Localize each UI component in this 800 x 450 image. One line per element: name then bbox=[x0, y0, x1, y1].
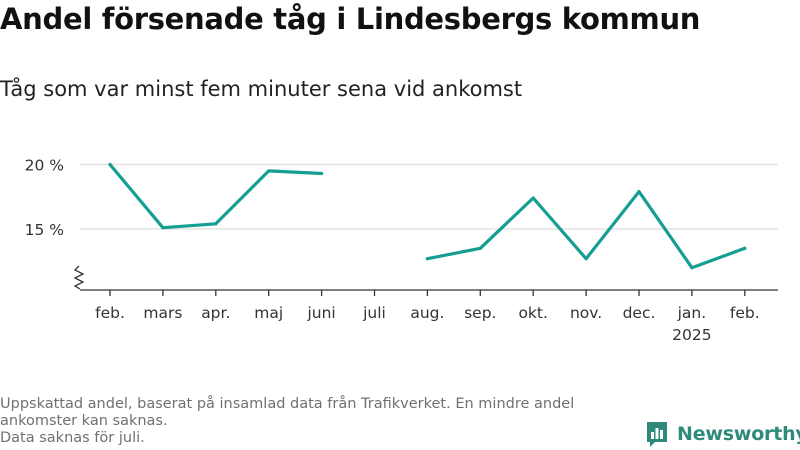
data-point bbox=[743, 246, 747, 250]
x-tick-label: mars bbox=[143, 304, 182, 322]
x-tick-sublabel: 2025 bbox=[672, 326, 711, 344]
x-axis: feb. mars apr. maj juni juli aug. sep. okt. nov. d… bbox=[73, 265, 778, 344]
x-tick-label: juni bbox=[306, 304, 335, 322]
data-point bbox=[320, 171, 324, 176]
y-tick-label: 15 % bbox=[25, 221, 64, 239]
x-tick-label: okt. bbox=[518, 304, 547, 322]
data-point bbox=[161, 226, 165, 230]
brand-name: Newsworthy bbox=[677, 423, 800, 445]
data-point bbox=[531, 196, 535, 200]
data-point bbox=[108, 162, 112, 167]
footer-note-source: Uppskattad andel, baserat på insamlad da… bbox=[0, 396, 575, 429]
data-point bbox=[690, 266, 694, 270]
x-tick-label: apr. bbox=[201, 304, 230, 322]
x-tick-label: feb. bbox=[95, 304, 125, 322]
chart-title: Andel försenade tåg i Lindesbergs kommun bbox=[0, 2, 701, 36]
x-tick-label: nov. bbox=[570, 304, 602, 322]
footer-notes: Uppskattad andel, baserat på insamlad da… bbox=[0, 396, 640, 447]
data-point bbox=[267, 169, 271, 173]
data-point bbox=[637, 189, 641, 194]
x-tick-label: juli bbox=[362, 304, 386, 322]
x-tick-label: dec. bbox=[623, 304, 656, 322]
y-tick-label: 20 % bbox=[25, 157, 64, 175]
grid-layer: 15 % 20 % bbox=[25, 157, 778, 239]
x-tick-label: sep. bbox=[464, 304, 496, 322]
series-line bbox=[108, 162, 324, 230]
y-axis-break-icon bbox=[73, 265, 85, 290]
x-tick-label: feb. bbox=[730, 304, 760, 322]
x-tick-label: maj bbox=[254, 304, 283, 322]
series-layer bbox=[108, 162, 747, 270]
series-line bbox=[425, 190, 747, 270]
x-tick-label: jan. bbox=[677, 304, 707, 322]
data-point bbox=[584, 257, 588, 261]
brand-logo: Newsworthy bbox=[645, 419, 800, 449]
data-point bbox=[425, 257, 429, 261]
newsworthy-logo-icon bbox=[647, 422, 667, 447]
chart-subtitle: Tåg som var minst fem minuter sena vid a… bbox=[0, 77, 523, 101]
data-point bbox=[214, 222, 218, 226]
data-point bbox=[478, 246, 482, 250]
x-tick-label: aug. bbox=[410, 304, 444, 322]
footer-note-missing: Data saknas för juli. bbox=[0, 430, 145, 446]
